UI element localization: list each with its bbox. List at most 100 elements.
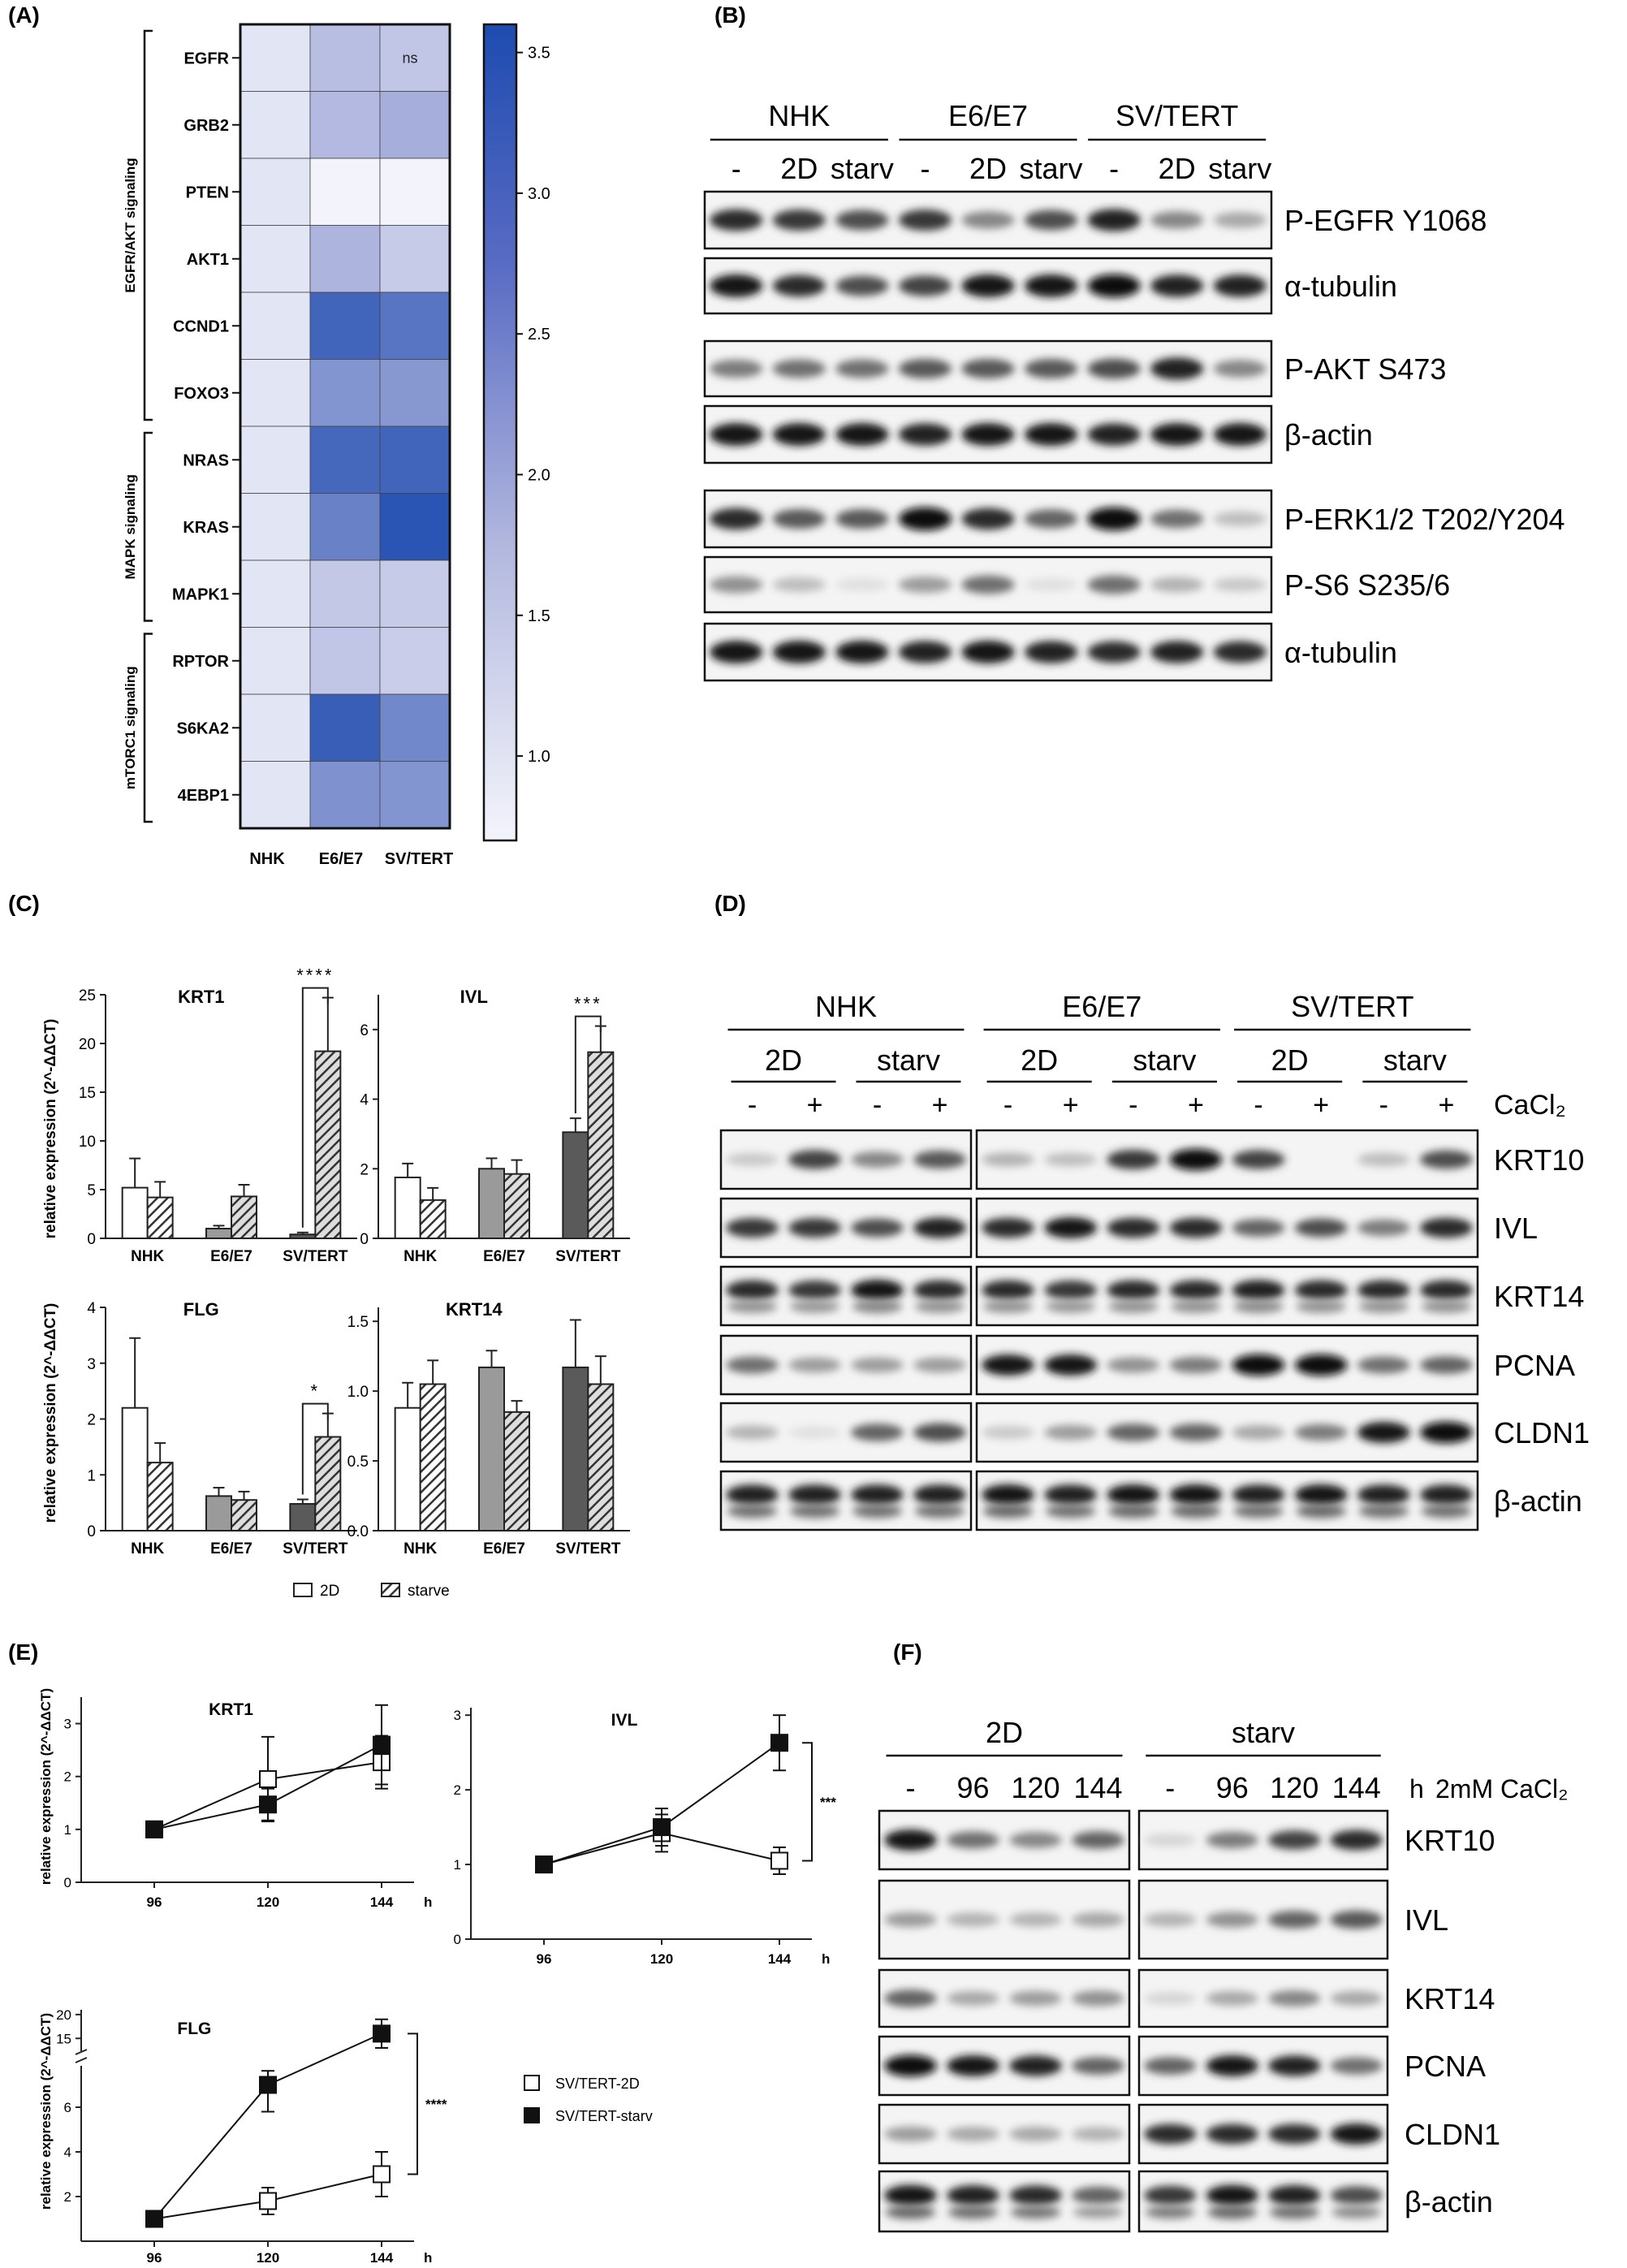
blot-band	[982, 1152, 1034, 1167]
x-tick-label: 120	[257, 2250, 279, 2264]
blot-protein-label: KRT10	[1494, 1143, 1584, 1177]
blot-band	[1072, 1831, 1124, 1849]
bar	[587, 1051, 615, 1239]
blot-band	[1294, 1218, 1348, 1238]
bar	[146, 1196, 174, 1239]
panel-label-b: (B)	[714, 2, 746, 28]
heatmap-cell	[379, 426, 451, 494]
blot-band	[1144, 2057, 1197, 2075]
blot-band	[898, 507, 952, 531]
y-tick-label: 15	[56, 2031, 71, 2046]
blot-band	[1150, 274, 1204, 297]
blot-band	[1420, 1217, 1473, 1238]
blot-band	[835, 641, 889, 663]
blot-band	[1420, 1150, 1473, 1169]
blot-band	[1357, 1152, 1410, 1167]
x-category-label: E6/E7	[210, 1540, 252, 1557]
bar	[562, 1131, 589, 1240]
blot-band	[726, 1484, 779, 1506]
heatmap-cell	[240, 426, 311, 494]
data-point	[653, 1818, 671, 1837]
condition-label: starv	[1133, 1043, 1196, 1077]
blot-band	[1331, 2205, 1382, 2218]
blot-band	[1330, 1830, 1383, 1851]
blot-band	[982, 1217, 1034, 1238]
y-tick-label: 2	[87, 1412, 96, 1429]
blot-band	[898, 576, 952, 594]
gene-label: S6KA2	[177, 719, 229, 737]
x-tick-label: 96	[147, 1894, 162, 1910]
blot-protein-label: P-S6 S235/6	[1284, 568, 1450, 602]
blot-lane-label: -	[920, 152, 930, 185]
blot-band	[898, 275, 952, 296]
bar	[231, 1195, 257, 1240]
blot-band	[1087, 274, 1141, 298]
y-axis-label: relative expression (2^-ΔΔCT)	[42, 1303, 59, 1523]
axis-break	[75, 2049, 88, 2055]
blot-band	[1009, 2185, 1062, 2205]
heatmap-cell	[379, 158, 451, 226]
y-tick-label: 10	[79, 1134, 96, 1151]
blot-band	[1169, 1217, 1223, 1238]
blot-band	[1072, 2057, 1124, 2075]
gene-label: RPTOR	[172, 653, 229, 671]
blot-protein-label: IVL	[1405, 1903, 1448, 1937]
blot-band	[961, 358, 1015, 379]
panel-label-c: (C)	[8, 891, 40, 916]
heatmap-cell	[309, 693, 381, 762]
heatmap-cell	[240, 559, 311, 628]
panel-e-line-charts: 0 1 2 3 96 120 144 h KRT1 0 1 2 3 96 120 144 h IVL *** 2 4 6 1…	[38, 1688, 836, 2266]
blot-band	[1107, 1423, 1160, 1441]
blot-band	[789, 1299, 840, 1313]
blot-band	[710, 508, 763, 530]
blot-band	[1087, 358, 1141, 379]
legend-swatch	[293, 1583, 313, 1597]
blot-protein-label: P-ERK1/2 T202/Y204	[1284, 503, 1565, 536]
blot-band	[1024, 423, 1078, 446]
data-point	[259, 2192, 277, 2210]
treatment-sign: -	[1379, 1090, 1388, 1121]
blot-band	[947, 2205, 999, 2219]
gene-label: PTEN	[186, 184, 229, 201]
blot-band	[982, 1354, 1034, 1376]
heatmap-cell	[240, 292, 311, 360]
chart-title: FLG	[183, 1299, 219, 1320]
blot-band	[789, 1504, 840, 1518]
cacl2-label: 2mM CaCl₂	[1435, 1774, 1569, 1804]
blot-band	[1232, 1484, 1285, 1506]
blot-band	[1330, 2186, 1383, 2205]
gene-label: FOXO3	[174, 385, 229, 403]
blot-band	[982, 1504, 1034, 1518]
y-tick-label: 0	[64, 1875, 71, 1890]
blot-band	[947, 2055, 999, 2076]
blot-band	[1044, 1217, 1098, 1238]
x-tick-label: 120	[257, 1894, 279, 1910]
heatmap-cell	[240, 627, 311, 695]
bar	[231, 1499, 257, 1531]
blot-band	[726, 1356, 779, 1374]
blot-band	[1144, 2185, 1197, 2205]
blot-band	[1150, 357, 1204, 380]
heatmap-cell	[309, 493, 381, 561]
blot-band	[1107, 1484, 1160, 1506]
blot-band	[788, 1150, 841, 1169]
blot-band	[961, 641, 1015, 663]
blot-band	[1024, 641, 1078, 663]
blot-band	[1010, 2205, 1061, 2219]
blot-band	[1357, 1422, 1410, 1443]
treatment-sign: +	[1439, 1090, 1455, 1121]
gene-label: GRB2	[183, 117, 229, 135]
blot-band	[1087, 423, 1141, 446]
y-tick-label: 2	[64, 1769, 71, 1785]
panel-label-e: (E)	[8, 1639, 38, 1665]
heatmap-cell	[240, 24, 311, 92]
x-category-label: SV/TERT	[555, 1248, 621, 1265]
significance-label: ****	[296, 966, 334, 986]
blot-band	[1232, 1280, 1285, 1301]
group-bracket	[143, 431, 153, 622]
blot-group-label: 2D	[986, 1716, 1023, 1749]
colorbar-tick-label: 2.5	[528, 326, 550, 343]
y-tick-label: 2	[454, 1782, 461, 1798]
chart-title: IVL	[611, 1711, 638, 1730]
blot-band	[1213, 212, 1267, 228]
